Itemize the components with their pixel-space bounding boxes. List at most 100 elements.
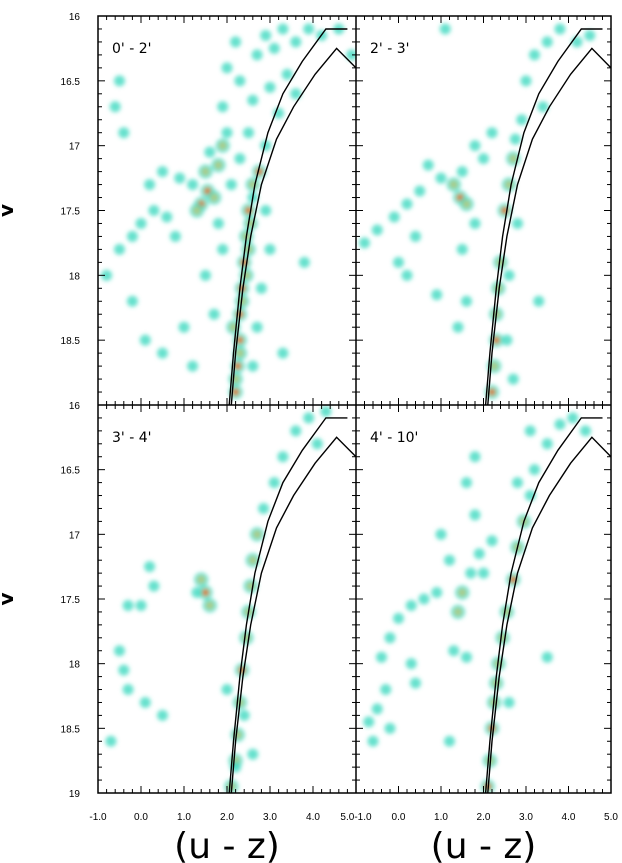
density-point: [109, 101, 121, 113]
density-point: [469, 140, 481, 152]
density-point: [541, 438, 553, 450]
density-point: [473, 548, 485, 560]
density-point: [469, 217, 481, 229]
density-point: [405, 658, 417, 670]
density-point: [148, 205, 160, 216]
panel-2: [359, 23, 611, 405]
density-point: [264, 243, 276, 255]
density-point: [584, 29, 596, 41]
density-point: [507, 373, 519, 385]
panel-label: 0' - 2': [112, 41, 151, 57]
density-point: [298, 256, 310, 268]
density-point-core: [192, 206, 201, 215]
x-tick-label: -1.0: [89, 812, 107, 823]
x-tick-label: 4.0: [562, 812, 576, 823]
y-tick-label: 18.5: [61, 336, 81, 347]
density-point-core: [253, 530, 262, 539]
density-point-core: [218, 141, 227, 150]
isochrone-line-2: [487, 436, 611, 793]
density-point: [393, 256, 404, 268]
panel-label: 3' - 4': [112, 430, 151, 446]
density-point: [469, 451, 481, 463]
density-point: [461, 651, 472, 663]
y-tick-label: 18.5: [61, 724, 81, 735]
density-point: [243, 127, 254, 139]
density-point: [260, 205, 272, 216]
x-tick-label: 3.0: [263, 812, 277, 823]
y-tick-label: 17.5: [61, 595, 81, 606]
x-axis-title: (u - z): [174, 826, 280, 863]
density-point: [380, 684, 392, 696]
density-layer: [359, 23, 596, 400]
density-point: [234, 153, 246, 165]
isochrone-line-1: [484, 417, 603, 793]
density-point: [580, 425, 591, 437]
isochrone-line-2: [230, 436, 356, 793]
density-point: [410, 230, 421, 242]
density-point: [126, 230, 138, 242]
density-point: [247, 360, 259, 372]
isochrone-line-2: [487, 47, 611, 405]
density-point: [439, 23, 451, 35]
density-point: [388, 211, 400, 223]
density-point: [456, 166, 468, 178]
density-point: [529, 464, 540, 476]
density-point: [169, 230, 181, 242]
density-point: [247, 94, 259, 106]
density-point: [554, 23, 566, 35]
density-point: [135, 599, 147, 611]
density-point: [290, 425, 302, 437]
density-point: [444, 554, 455, 566]
y-tick-label: 18: [69, 271, 81, 282]
density-point-core: [242, 271, 251, 280]
density-point: [384, 632, 396, 644]
density-point: [444, 735, 455, 747]
density-point: [264, 81, 276, 93]
density-point: [501, 334, 513, 346]
x-tick-label: 5.0-1.0: [340, 812, 372, 823]
isochrone-line-1: [228, 28, 348, 405]
x-tick-label: 3.0: [519, 812, 533, 823]
density-point: [191, 587, 203, 599]
panel-1: [101, 23, 356, 405]
density-point: [520, 75, 532, 87]
density-point: [571, 36, 583, 48]
density-point: [486, 535, 498, 547]
density-point: [277, 347, 289, 359]
density-point: [139, 696, 151, 708]
density-point-peak: [234, 362, 241, 370]
density-point: [516, 114, 528, 126]
density-point: [255, 282, 267, 294]
density-point: [414, 185, 426, 197]
y-tick-label: 17.5: [61, 207, 81, 218]
density-point: [461, 477, 472, 489]
y-tick-label: 16.5: [61, 77, 81, 88]
x-tick-label: 5.0: [604, 812, 618, 823]
y-tick-label: 16: [69, 12, 81, 23]
x-tick-label: 0.0: [392, 812, 406, 823]
density-point: [290, 36, 302, 48]
labels-layer: 0' - 2' 2' - 3' 3' - 4' 4' - 10' 16 16.5 17 17.…: [0, 12, 618, 863]
density-point: [157, 166, 168, 178]
density-point: [281, 68, 293, 80]
density-point: [161, 211, 173, 223]
isochrone-line-2: [230, 47, 356, 405]
density-point: [217, 243, 229, 255]
density-point: [376, 651, 387, 663]
density-point: [533, 295, 545, 307]
density-point: [122, 599, 134, 611]
density-point: [258, 502, 270, 514]
x-tick-label: 1.0: [434, 812, 448, 823]
density-point: [541, 651, 553, 663]
panel-3: [105, 405, 356, 793]
isochrone-line-1: [228, 417, 348, 793]
density-point-core: [214, 161, 223, 170]
density-point-core: [201, 167, 210, 176]
isochrone-line-1: [484, 28, 603, 405]
density-point: [541, 36, 553, 48]
density-point: [230, 36, 242, 48]
density-point: [384, 722, 396, 734]
density-point: [503, 696, 515, 708]
density-point: [509, 133, 521, 145]
